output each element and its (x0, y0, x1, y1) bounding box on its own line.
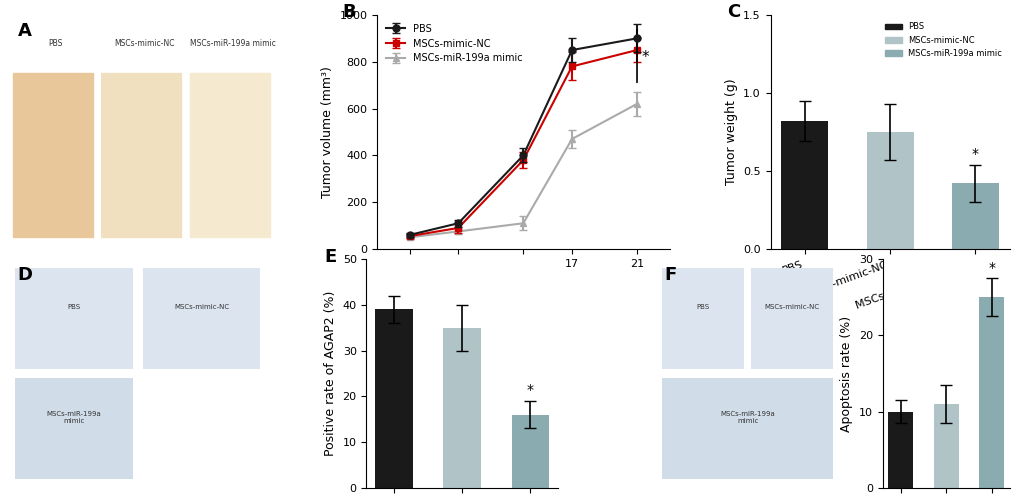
Text: PBS: PBS (696, 304, 709, 310)
Text: D: D (18, 266, 33, 284)
Text: B: B (341, 3, 356, 21)
Text: E: E (324, 248, 336, 265)
Legend: PBS, MSCs-mimic-NC, MSCs-miR-199a mimic: PBS, MSCs-mimic-NC, MSCs-miR-199a mimic (381, 20, 526, 67)
Bar (13, 73, 93, 238)
Bar (375, 309, 413, 488)
Text: MSCs-miR-199a
mimic: MSCs-miR-199a mimic (719, 410, 774, 423)
Text: MSCs-mimic-NC: MSCs-mimic-NC (114, 38, 174, 47)
Y-axis label: Positive rate of AGAP2 (%): Positive rate of AGAP2 (%) (324, 291, 336, 456)
Bar (781, 121, 827, 249)
Text: *: * (987, 261, 995, 275)
Text: MSCs-mimic-NC: MSCs-mimic-NC (764, 304, 819, 310)
Bar (512, 415, 548, 488)
Y-axis label: Tumor weight (g): Tumor weight (g) (723, 79, 737, 185)
Text: MSCs-miR-199a
mimic: MSCs-miR-199a mimic (47, 410, 101, 423)
Bar (866, 132, 913, 249)
Bar (15, 378, 132, 479)
Bar (190, 73, 270, 238)
X-axis label: Days: Days (507, 274, 538, 287)
Bar (932, 404, 958, 488)
Text: *: * (527, 383, 533, 397)
Bar (751, 268, 833, 369)
Text: F: F (663, 266, 676, 284)
Bar (143, 268, 260, 369)
Text: A: A (18, 22, 32, 40)
Y-axis label: Tumor volume (mm³): Tumor volume (mm³) (321, 66, 333, 198)
Legend: PBS, MSCs-mimic-NC, MSCs-miR-199a mimic: PBS, MSCs-mimic-NC, MSCs-miR-199a mimic (880, 19, 1005, 61)
Text: *: * (641, 50, 649, 65)
Text: MSCs-mimic-NC: MSCs-mimic-NC (174, 304, 229, 310)
Bar (443, 328, 480, 488)
Text: PBS: PBS (67, 304, 81, 310)
Bar (661, 268, 744, 369)
Y-axis label: Apoptosis rate (%): Apoptosis rate (%) (840, 315, 853, 432)
Text: PBS: PBS (48, 38, 62, 47)
Text: MSCs-miR-199a mimic: MSCs-miR-199a mimic (190, 38, 275, 47)
Bar (951, 183, 998, 249)
Bar (15, 268, 132, 369)
Bar (888, 412, 912, 488)
Bar (101, 73, 181, 238)
Bar (978, 297, 1003, 488)
Text: *: * (971, 147, 978, 161)
Text: C: C (727, 3, 740, 21)
Bar (661, 378, 833, 479)
